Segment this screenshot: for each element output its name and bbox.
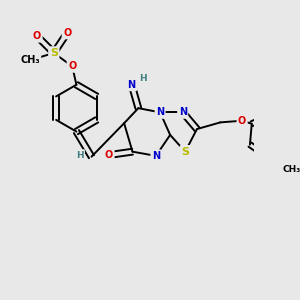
Text: H: H (140, 74, 147, 82)
Text: S: S (181, 147, 189, 157)
Text: O: O (33, 31, 41, 41)
Text: N: N (178, 107, 187, 117)
Text: O: O (68, 61, 76, 71)
Text: N: N (152, 151, 160, 161)
Text: H: H (76, 151, 84, 160)
Text: CH₃: CH₃ (21, 55, 40, 64)
Text: O: O (63, 28, 71, 38)
Text: N: N (128, 80, 136, 90)
Text: O: O (238, 116, 246, 126)
Text: O: O (105, 150, 113, 160)
Text: N: N (156, 107, 164, 117)
Text: CH₃: CH₃ (283, 165, 300, 174)
Text: S: S (50, 48, 58, 58)
